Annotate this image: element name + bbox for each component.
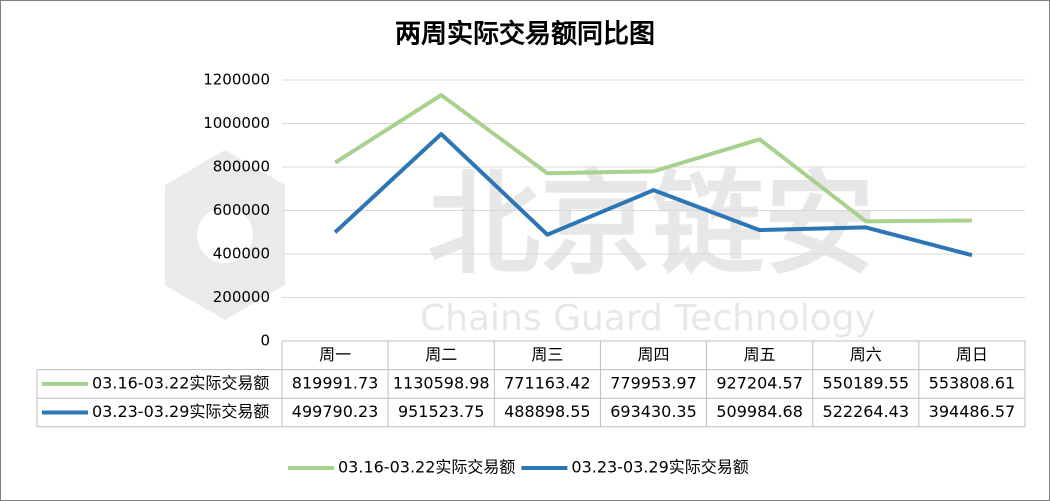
x-tick-label: 周四: [637, 345, 669, 364]
chart-title: 两周实际交易额同比图: [395, 19, 655, 50]
table-value: 499790.23: [292, 402, 379, 421]
y-tick-label: 1000000: [203, 114, 270, 132]
table-value: 394486.57: [929, 402, 1016, 421]
y-tick-label: 1200000: [203, 71, 270, 89]
x-tick-label: 周二: [425, 345, 457, 364]
x-tick-label: 周五: [744, 345, 776, 364]
y-tick-label: 0: [260, 332, 270, 350]
table-value: 488898.55: [504, 402, 591, 421]
x-tick-label: 周一: [319, 345, 351, 364]
table-value: 819991.73: [292, 373, 379, 392]
table-value: 951523.75: [398, 402, 485, 421]
table-value: 550189.55: [823, 373, 910, 392]
table-value: 553808.61: [929, 373, 1016, 392]
y-tick-label: 800000: [213, 158, 270, 176]
series-line: [333, 93, 972, 224]
x-tick-label: 周日: [956, 345, 988, 364]
watermark-subtitle: Chains Guard Technology: [420, 298, 876, 339]
series-line: [333, 132, 973, 258]
table-value: 779953.97: [610, 373, 697, 392]
legend-label: 03.16-03.22实际交易额: [338, 458, 515, 477]
legend-label: 03.23-03.29实际交易额: [571, 458, 748, 477]
table-series-name: 03.16-03.22实际交易额: [92, 373, 269, 392]
table-value: 522264.43: [823, 402, 910, 421]
y-tick-label: 400000: [213, 245, 270, 263]
table-value: 771163.42: [504, 373, 591, 392]
watermark-logo: [165, 150, 285, 320]
watermark-title: 北京链安: [428, 160, 876, 290]
table-value: 509984.68: [716, 402, 803, 421]
x-tick-label: 周三: [531, 345, 563, 364]
table-value: 1130598.98: [393, 373, 490, 392]
table-value: 927204.57: [716, 373, 803, 392]
table-value: 693430.35: [610, 402, 697, 421]
y-tick-label: 600000: [213, 201, 270, 219]
x-tick-label: 周六: [850, 345, 882, 364]
table-series-name: 03.23-03.29实际交易额: [92, 402, 269, 421]
y-tick-label: 200000: [213, 288, 270, 306]
